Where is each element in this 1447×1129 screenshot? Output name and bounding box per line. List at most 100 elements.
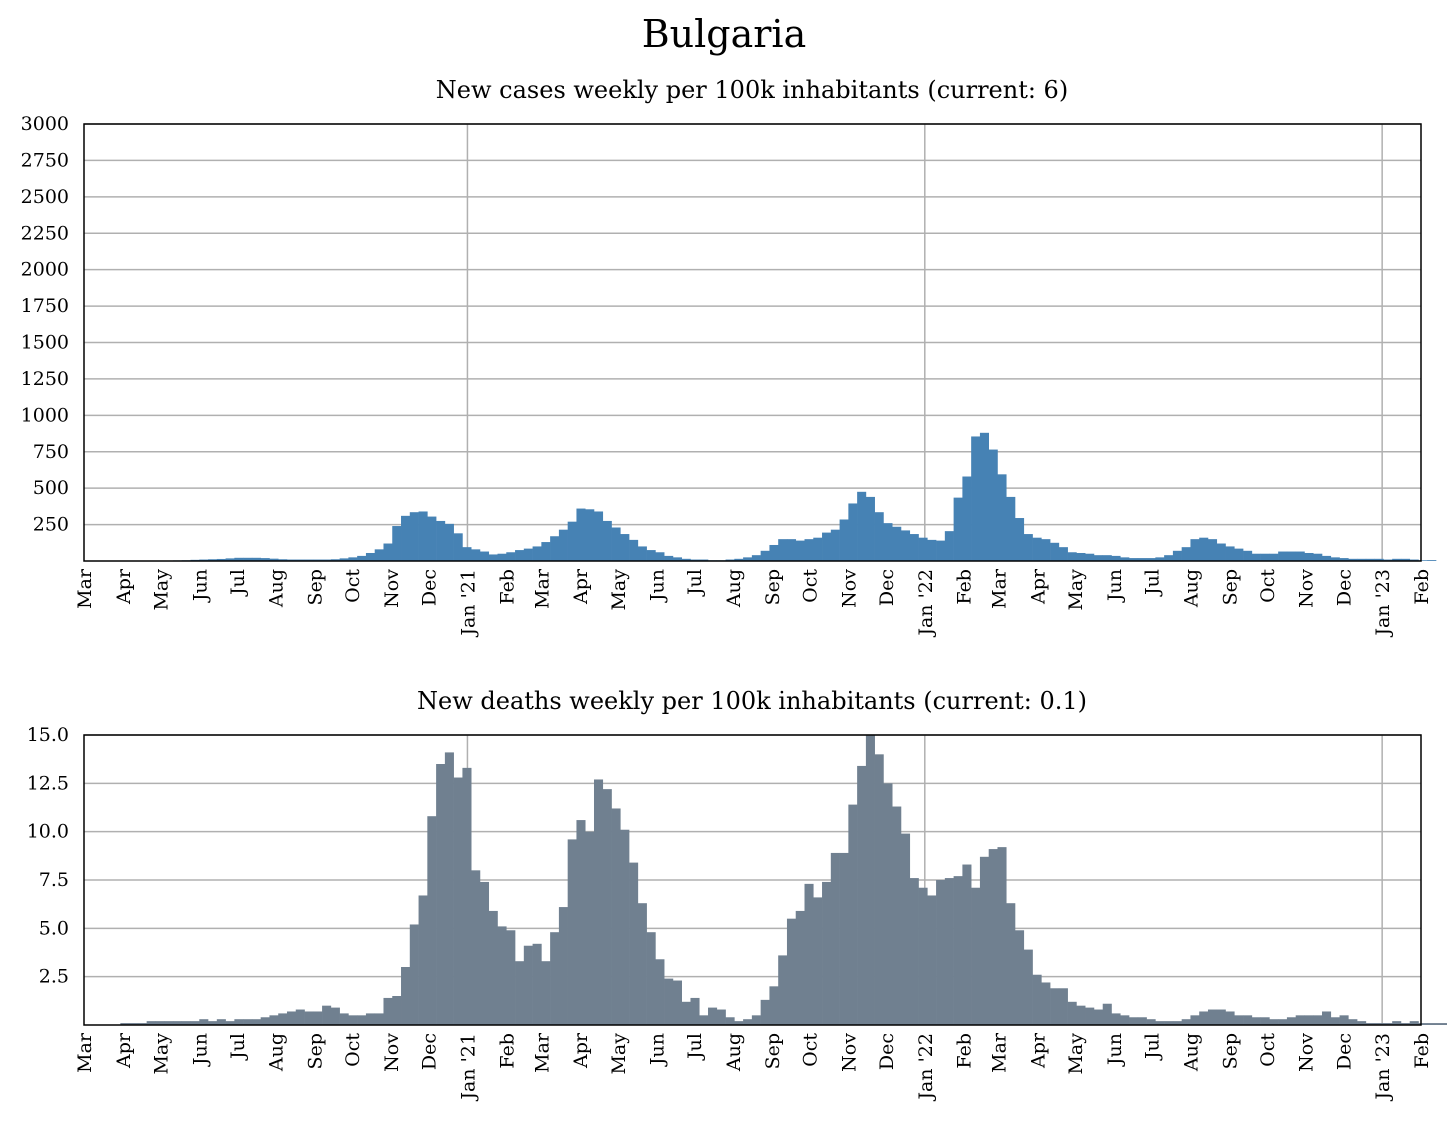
cases-ytick-label: 250 — [33, 514, 69, 536]
deaths-bar — [208, 1021, 218, 1025]
deaths-xtick-label: Mar — [531, 1032, 553, 1073]
cases-bar — [1286, 551, 1296, 561]
deaths-bar — [129, 1023, 139, 1025]
cases-ytick-label: 2750 — [21, 149, 69, 171]
deaths-bar — [1444, 1023, 1447, 1025]
cases-bar — [1120, 557, 1130, 561]
cases-bar — [1374, 558, 1384, 561]
deaths-bar — [1234, 1015, 1244, 1025]
cases-xtick-label: Jan '21 — [457, 569, 479, 638]
deaths-xtick-label: Jul — [227, 1033, 249, 1061]
cases-bar — [330, 559, 340, 561]
cases-bar — [997, 474, 1007, 561]
deaths-xtick-label: Sep — [305, 1033, 327, 1069]
cases-bar — [585, 509, 595, 561]
deaths-bar — [734, 1021, 744, 1025]
deaths-bar — [1199, 1011, 1209, 1025]
cases-xtick-label: Jul — [684, 569, 706, 597]
cases-bar — [523, 548, 533, 561]
deaths-bar — [900, 833, 911, 1025]
deaths-bar — [1146, 1019, 1156, 1025]
cases-bar — [637, 546, 647, 561]
deaths-bar — [436, 764, 446, 1025]
deaths-bar — [462, 767, 472, 1025]
deaths-bar — [1392, 1021, 1402, 1025]
cases-bar — [655, 552, 665, 561]
deaths-bar — [1155, 1021, 1165, 1025]
cases-ytick-label: 750 — [33, 441, 69, 463]
deaths-bar — [392, 996, 402, 1025]
deaths-bar — [786, 918, 797, 1025]
cases-xtick-label: Jul — [1142, 569, 1164, 597]
cases-bar — [1041, 539, 1051, 561]
deaths-bar — [1181, 1019, 1191, 1025]
cases-bar — [743, 557, 753, 561]
deaths-xtick-label: Oct — [800, 1033, 822, 1067]
deaths-bar — [1041, 982, 1051, 1025]
deaths-bar — [778, 955, 788, 1025]
deaths-bar — [813, 897, 823, 1025]
deaths-bar — [155, 1021, 165, 1025]
cases-xtick-label: Apr — [113, 568, 135, 605]
cases-xtick-label: Apr — [570, 568, 592, 605]
cases-bar — [357, 555, 367, 561]
cases-bar — [602, 520, 612, 561]
deaths-bar — [1357, 1021, 1367, 1025]
deaths-xtick-label: Jul — [684, 1033, 706, 1061]
deaths-bar — [322, 1005, 332, 1025]
deaths-xtick-label: Mar — [989, 1032, 1011, 1073]
deaths-bar — [918, 887, 928, 1025]
deaths-bar — [743, 1019, 753, 1025]
cases-xtick-label: Nov — [1296, 569, 1318, 608]
deaths-xtick-label: Apr — [570, 1032, 592, 1069]
cases-xtick-label: Feb — [496, 569, 518, 605]
deaths-bar — [1427, 1023, 1437, 1025]
cases-bar — [769, 544, 779, 561]
cases-bar — [1330, 557, 1340, 561]
cases-chart: New cases weekly per 100k inhabitants (c… — [21, 76, 1437, 638]
cases-bar — [962, 476, 972, 561]
cases-xtick-label: Dec — [876, 569, 898, 606]
cases-xtick-label: Nov — [838, 569, 860, 608]
deaths-xtick-label: Dec — [419, 1033, 441, 1070]
deaths-bar — [1032, 974, 1042, 1025]
cases-xtick-label: Nov — [381, 569, 403, 608]
cases-bar — [1400, 558, 1411, 561]
cases-bar — [1015, 518, 1025, 561]
cases-bar — [1357, 558, 1367, 561]
deaths-bar — [199, 1019, 209, 1025]
deaths-bar — [471, 870, 481, 1025]
cases-bar — [216, 558, 226, 561]
cases-bar — [1172, 550, 1182, 561]
cases-bar — [953, 497, 963, 561]
cases-bar — [243, 557, 253, 561]
deaths-bar — [567, 839, 577, 1025]
deaths-xtick-label: Sep — [1219, 1033, 1241, 1069]
deaths-bar — [620, 829, 630, 1025]
cases-xtick-label: Apr — [1028, 568, 1050, 605]
deaths-bar — [936, 880, 946, 1025]
cases-bar — [822, 532, 832, 561]
deaths-bar — [1251, 1017, 1261, 1025]
cases-bar — [1313, 553, 1323, 561]
deaths-bar — [971, 887, 981, 1025]
cases-bar — [1216, 543, 1226, 561]
cases-bar — [576, 508, 586, 561]
deaths-bar — [1015, 930, 1025, 1025]
cases-xtick-label: Sep — [1219, 569, 1241, 605]
deaths-xtick-label: Oct — [342, 1033, 364, 1067]
deaths-bar — [1304, 1015, 1314, 1025]
cases-bar — [900, 530, 911, 561]
deaths-bar — [243, 1019, 253, 1025]
cases-ytick-label: 2500 — [21, 186, 69, 208]
cases-bar — [567, 521, 577, 561]
deaths-bar — [1243, 1015, 1253, 1025]
cases-bar — [664, 555, 674, 561]
deaths-xtick-label: May — [150, 1033, 172, 1075]
cases-bar — [427, 516, 437, 561]
deaths-bar — [1436, 1023, 1446, 1025]
cases-bar — [1137, 558, 1147, 561]
cases-bar — [1278, 551, 1288, 561]
cases-bar — [1295, 551, 1305, 561]
